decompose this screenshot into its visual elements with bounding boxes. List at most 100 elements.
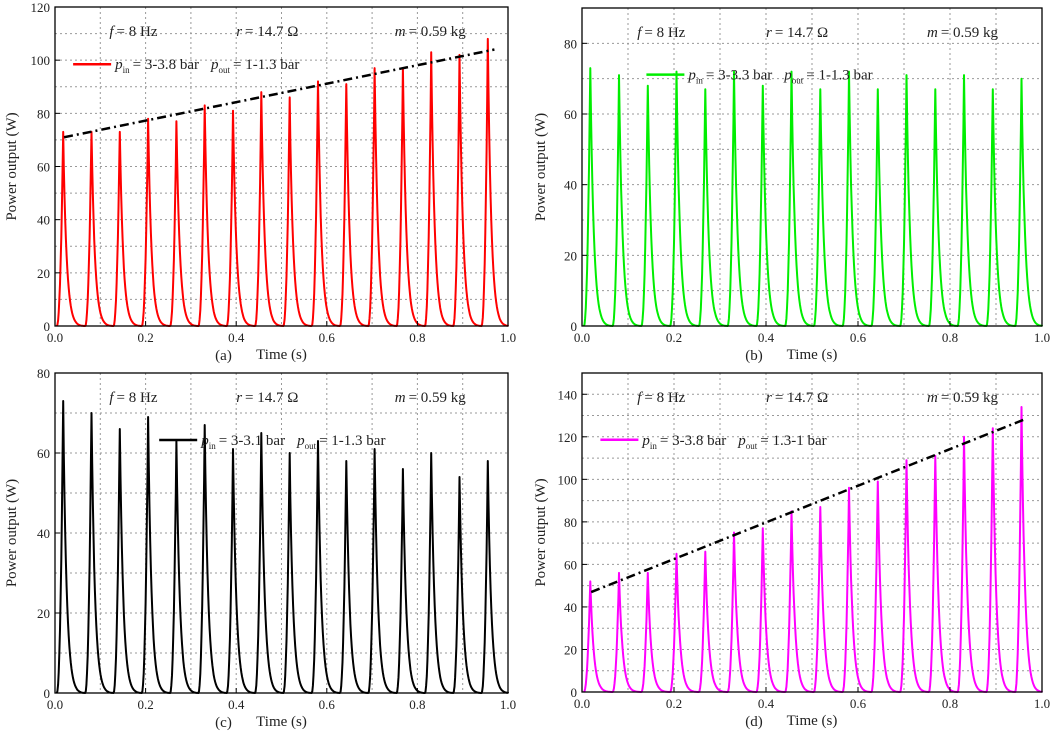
x-tick-label: 0.6 bbox=[850, 696, 867, 711]
parameter-annotation: r = 14.7 Ω bbox=[766, 25, 828, 41]
y-tick-label: 60 bbox=[564, 107, 577, 122]
parameter-symbol: r bbox=[766, 390, 772, 406]
power-series-line bbox=[582, 67, 1043, 327]
y-tick-label: 20 bbox=[564, 248, 577, 263]
legend-value-in: = 3-3.8 bar bbox=[660, 433, 726, 449]
parameter-value: = 8 Hz bbox=[117, 24, 158, 40]
parameter-annotation: f = 8 Hz bbox=[109, 24, 157, 40]
y-tick-label: 20 bbox=[37, 266, 50, 281]
y-axis-label: Power output (W) bbox=[4, 479, 20, 587]
legend-p-out: p bbox=[783, 68, 792, 84]
parameter-value: = 14.7 Ω bbox=[245, 24, 298, 40]
parameter-annotation: m = 0.59 kg bbox=[927, 25, 999, 41]
y-tick-label: 40 bbox=[37, 526, 50, 541]
x-tick-label: 0.6 bbox=[850, 330, 867, 345]
y-tick-label: 20 bbox=[37, 606, 50, 621]
plot-frame bbox=[581, 372, 1043, 693]
legend-value-out: = 1-1.3 bar bbox=[233, 57, 299, 73]
chart-panel: 0.0 0.2 0.4 0.6 0.8 1.0 0 20 40 60 80 (c) Time (s) Po… bbox=[4, 366, 516, 731]
x-tick-label: 0.8 bbox=[942, 696, 958, 711]
parameter-symbol: r bbox=[236, 24, 242, 40]
panel-label: (d) bbox=[745, 714, 763, 730]
panel-label: (a) bbox=[215, 348, 232, 364]
y-tick-label: 0 bbox=[571, 685, 578, 700]
legend-p-in: p bbox=[200, 433, 209, 449]
y-tick-label: 100 bbox=[558, 472, 578, 487]
parameter-annotation: f = 8 Hz bbox=[109, 390, 157, 406]
x-axis-label: Time (s) bbox=[256, 714, 307, 730]
x-axis-label: Time (s) bbox=[787, 347, 838, 363]
parameter-value: = 14.7 Ω bbox=[245, 390, 298, 406]
chart-panel: 0.0 0.2 0.4 0.6 0.8 1.0 0 20 40 60 80 (b) Time (s) Po… bbox=[533, 7, 1050, 364]
legend-sub-in: in bbox=[696, 76, 704, 86]
x-tick-label: 0.2 bbox=[666, 330, 682, 345]
y-tick-label: 60 bbox=[564, 557, 577, 572]
y-axis-label: Power output (W) bbox=[533, 478, 549, 586]
x-tick-label: 0.0 bbox=[47, 697, 63, 712]
legend-p-out: p bbox=[296, 433, 305, 449]
legend-label: pin = 3-3.8 bar pout = 1.3-1 bar bbox=[641, 433, 826, 451]
legend-label: pin = 3-3.8 bar pout = 1-1.3 bar bbox=[114, 57, 299, 75]
legend-sub-out: out bbox=[746, 441, 758, 451]
x-tick-label: 1.0 bbox=[500, 330, 516, 345]
x-tick-label: 0.0 bbox=[47, 330, 63, 345]
peak-trend-line bbox=[590, 418, 1025, 594]
y-tick-label: 80 bbox=[564, 515, 577, 530]
chart-panel: 0.0 0.2 0.4 0.6 0.8 1.0 0 20 40 60 80 100 120 (a) Time… bbox=[4, 0, 516, 364]
legend-value-out: = 1-1.3 bar bbox=[806, 68, 872, 84]
legend-p-out: p bbox=[737, 433, 746, 449]
parameter-value: = 8 Hz bbox=[644, 25, 685, 41]
parameter-symbol: f bbox=[109, 24, 115, 40]
x-tick-label: 1.0 bbox=[1034, 696, 1050, 711]
legend-p-in: p bbox=[114, 57, 123, 73]
legend-p-in: p bbox=[641, 433, 650, 449]
x-tick-label: 0.4 bbox=[758, 696, 775, 711]
peak-trend-line bbox=[63, 48, 495, 139]
y-tick-label: 140 bbox=[558, 387, 578, 402]
x-tick-label: 0.8 bbox=[942, 330, 958, 345]
parameter-symbol: m bbox=[395, 390, 406, 406]
parameter-annotation: r = 14.7 Ω bbox=[236, 390, 298, 406]
parameter-symbol: r bbox=[236, 390, 242, 406]
x-tick-label: 1.0 bbox=[500, 697, 516, 712]
parameter-value: = 0.59 kg bbox=[941, 390, 999, 406]
x-axis-label: Time (s) bbox=[787, 713, 838, 729]
parameter-value: = 14.7 Ω bbox=[775, 25, 828, 41]
legend-sub-in: in bbox=[209, 441, 217, 451]
panel-label: (b) bbox=[745, 348, 763, 364]
x-tick-label: 0.6 bbox=[319, 697, 336, 712]
legend-value-in: = 3-3.8 bar bbox=[133, 57, 199, 73]
x-tick-label: 0.4 bbox=[758, 330, 775, 345]
y-axis-label: Power output (W) bbox=[533, 113, 549, 221]
parameter-annotation: r = 14.7 Ω bbox=[236, 24, 298, 40]
chart-panel: 0.0 0.2 0.4 0.6 0.8 1.0 0 20 40 60 80 100 120 140 (d) T… bbox=[533, 372, 1050, 730]
parameter-value: = 0.59 kg bbox=[409, 24, 467, 40]
legend-sub-out: out bbox=[218, 65, 230, 75]
parameter-symbol: f bbox=[109, 390, 115, 406]
parameter-symbol: r bbox=[766, 25, 772, 41]
y-tick-label: 80 bbox=[37, 366, 50, 381]
y-tick-label: 120 bbox=[558, 430, 578, 445]
plot-frame bbox=[581, 7, 1043, 327]
legend-value-in: = 3-3.3 bar bbox=[706, 68, 772, 84]
x-tick-label: 0.2 bbox=[137, 330, 153, 345]
parameter-symbol: m bbox=[927, 390, 938, 406]
parameter-value: = 0.59 kg bbox=[409, 390, 467, 406]
legend-label: pin = 3-3.1 bar pout = 1-1.3 bar bbox=[200, 433, 385, 451]
parameter-symbol: f bbox=[637, 25, 643, 41]
parameter-symbol: m bbox=[927, 25, 938, 41]
x-tick-label: 0.8 bbox=[409, 330, 425, 345]
y-tick-label: 120 bbox=[31, 0, 51, 15]
legend-sub-out: out bbox=[305, 441, 317, 451]
y-tick-label: 20 bbox=[564, 642, 577, 657]
x-tick-label: 0.4 bbox=[228, 697, 245, 712]
y-tick-label: 40 bbox=[564, 600, 577, 615]
parameter-annotation: r = 14.7 Ω bbox=[766, 390, 828, 406]
y-tick-label: 60 bbox=[37, 160, 50, 175]
parameter-value: = 8 Hz bbox=[117, 390, 158, 406]
parameter-annotation: m = 0.59 kg bbox=[395, 24, 467, 40]
power-series-line bbox=[55, 37, 509, 327]
parameter-value: = 14.7 Ω bbox=[775, 390, 828, 406]
legend-p-in: p bbox=[687, 68, 696, 84]
x-tick-label: 0.0 bbox=[574, 330, 590, 345]
